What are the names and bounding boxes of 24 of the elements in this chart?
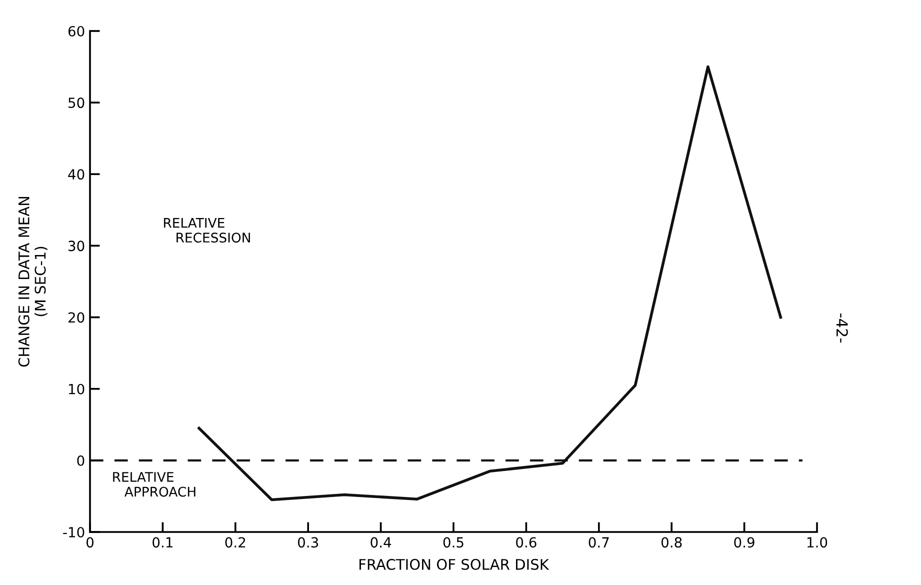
x-tick-label: 0.3 bbox=[298, 537, 318, 548]
x-tick-label: 0.1 bbox=[152, 537, 172, 548]
x-tick-label: 0.8 bbox=[661, 537, 682, 548]
y-tick-label: 0 bbox=[77, 455, 84, 466]
text: -42- bbox=[836, 314, 848, 342]
x-tick-label: 0 bbox=[86, 537, 94, 548]
x-tick-label: 0.2 bbox=[225, 537, 246, 548]
x-tick-label: 0.6 bbox=[516, 537, 536, 548]
y-tick-label: 40 bbox=[68, 169, 84, 180]
y-tick-label: 20 bbox=[68, 312, 84, 323]
x-tick-label: 0.7 bbox=[588, 537, 609, 548]
y-tick-label: -10 bbox=[63, 526, 84, 538]
x-tick-label: 0.5 bbox=[443, 537, 464, 548]
x-tick-label: 1.0 bbox=[807, 537, 828, 548]
x-axis-title: FRACTION OF SOLAR DISK bbox=[360, 558, 550, 570]
y-axis-title: CHANGE IN DATA MEAN (M SEC-1) bbox=[18, 196, 48, 367]
annotation: RELATIVE RECESSION bbox=[164, 218, 250, 243]
y-tick-label: 50 bbox=[68, 98, 84, 108]
y-tick-label: 30 bbox=[68, 240, 84, 252]
x-tick-label: 0.9 bbox=[734, 537, 754, 548]
y-tick-label: 60 bbox=[68, 26, 84, 36]
x-tick-label: 0.4 bbox=[370, 537, 392, 548]
annotation: RELATIVE APPROACH bbox=[113, 472, 196, 497]
y-tick-label: 10 bbox=[68, 384, 84, 394]
